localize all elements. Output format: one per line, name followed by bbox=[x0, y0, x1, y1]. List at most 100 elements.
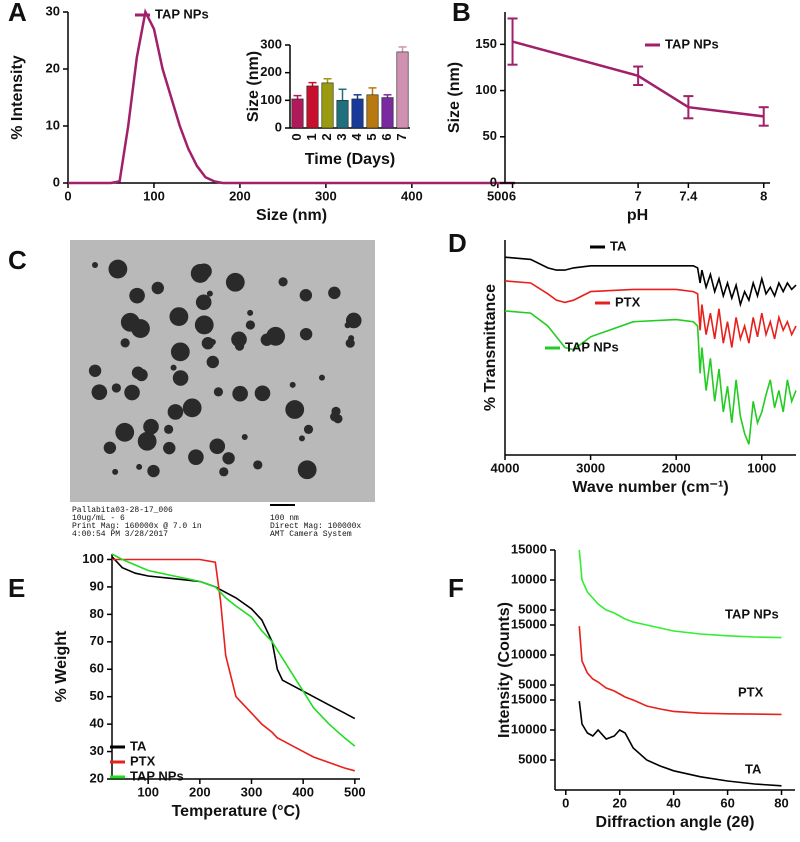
y-tick-label: 10000 bbox=[511, 646, 547, 661]
data-line bbox=[504, 256, 797, 308]
y-axis-label: % Intensity bbox=[9, 55, 26, 140]
legend-label: PTX bbox=[615, 294, 641, 309]
particle bbox=[190, 264, 210, 283]
y-axis-label: Size (nm) bbox=[446, 62, 463, 133]
legend-label: TAP NPs bbox=[155, 6, 209, 21]
y-axis-label: % Weight bbox=[53, 630, 70, 702]
particle bbox=[88, 364, 102, 377]
panel-label: E bbox=[8, 573, 25, 603]
x-tick-label: 100 bbox=[143, 188, 165, 203]
y-tick-label: 90 bbox=[90, 578, 104, 593]
particle bbox=[195, 294, 212, 311]
y-tick-label: 100 bbox=[82, 551, 104, 566]
particle bbox=[131, 319, 150, 338]
particle bbox=[333, 414, 343, 424]
bar bbox=[306, 85, 319, 129]
particle bbox=[247, 309, 254, 316]
particle bbox=[201, 337, 215, 350]
y-tick-label: 15000 bbox=[511, 691, 547, 706]
particle bbox=[328, 286, 341, 300]
caption-text: 100 nm bbox=[270, 514, 299, 523]
particle bbox=[289, 381, 296, 388]
x-tick-label: 7 bbox=[635, 188, 642, 203]
panel-label: B bbox=[452, 0, 471, 27]
data-line bbox=[111, 556, 356, 720]
particle bbox=[299, 289, 313, 302]
x-tick-label: 2000 bbox=[662, 460, 691, 475]
legend-label: TAP NPs bbox=[565, 339, 619, 354]
particle bbox=[254, 385, 271, 402]
y-tick-label: 20 bbox=[46, 60, 60, 75]
particle bbox=[164, 424, 174, 434]
x-tick-label: 0 bbox=[64, 188, 71, 203]
particle bbox=[91, 384, 108, 400]
y-tick-label: 50 bbox=[90, 688, 104, 703]
particle bbox=[147, 464, 160, 478]
x-tick-label: 7.4 bbox=[679, 188, 698, 203]
legend-label: TAP NPs bbox=[725, 606, 779, 621]
x-axis-label: pH bbox=[627, 207, 648, 224]
particle bbox=[303, 424, 314, 434]
tem-image bbox=[70, 240, 375, 506]
data-line bbox=[68, 8, 515, 185]
x-tick-label: 60 bbox=[720, 795, 734, 810]
y-tick-label: 50 bbox=[483, 128, 497, 143]
caption-text: 4:00:54 PM 3/28/2017 bbox=[72, 530, 168, 539]
x-tick-label: 1000 bbox=[747, 460, 776, 475]
particle bbox=[172, 370, 189, 386]
particle bbox=[318, 374, 325, 381]
particle bbox=[92, 262, 98, 268]
x-tick-label: 3000 bbox=[576, 460, 605, 475]
y-tick-label: 15000 bbox=[511, 616, 547, 631]
particle bbox=[115, 422, 135, 442]
y-tick-label: 60 bbox=[90, 661, 104, 676]
y-tick-label: 5000 bbox=[518, 601, 547, 616]
legend-label: TAP NPs bbox=[665, 36, 719, 51]
particle bbox=[241, 434, 248, 441]
data-line bbox=[112, 558, 356, 772]
particle bbox=[177, 314, 184, 321]
y-axis-label: % Transmittance bbox=[482, 284, 499, 411]
particle bbox=[182, 398, 202, 418]
x-tick-label: 7 bbox=[394, 133, 409, 140]
particle bbox=[143, 418, 159, 435]
y-tick-label: 40 bbox=[90, 716, 104, 731]
y-tick-label: 80 bbox=[90, 606, 104, 621]
particle bbox=[135, 368, 148, 382]
y-tick-label: 15000 bbox=[511, 541, 547, 556]
particles bbox=[88, 259, 362, 480]
legend-label: TA bbox=[130, 738, 147, 753]
y-tick-label: 300 bbox=[260, 36, 282, 51]
particle bbox=[213, 387, 224, 397]
x-tick-label: 200 bbox=[229, 188, 251, 203]
x-tick-label: 1 bbox=[304, 133, 319, 140]
particle bbox=[194, 315, 214, 335]
particle bbox=[231, 331, 247, 348]
legend-label: TAP NPs bbox=[130, 768, 184, 783]
x-tick-label: 6 bbox=[509, 188, 516, 203]
y-tick-label: 30 bbox=[46, 3, 60, 18]
particle bbox=[285, 400, 305, 419]
particle bbox=[253, 460, 263, 470]
particle bbox=[206, 355, 220, 369]
caption-text: AMT Camera System bbox=[270, 530, 352, 539]
particle bbox=[111, 383, 121, 393]
particle bbox=[331, 406, 341, 416]
particle bbox=[129, 287, 145, 304]
x-tick-label: 2 bbox=[319, 133, 334, 140]
x-axis-label: Size (nm) bbox=[256, 207, 327, 224]
y-axis-label: Size (nm) bbox=[245, 51, 262, 122]
y-tick-label: 100 bbox=[260, 92, 282, 107]
y-tick-label: 150 bbox=[475, 36, 497, 51]
particle bbox=[108, 259, 128, 279]
x-tick-label: 4 bbox=[349, 133, 364, 141]
x-tick-label: 20 bbox=[612, 795, 626, 810]
y-tick-label: 0 bbox=[490, 174, 497, 189]
y-tick-label: 10000 bbox=[511, 571, 547, 586]
particle bbox=[188, 449, 204, 465]
x-tick-label: 5 bbox=[364, 133, 379, 140]
data-line bbox=[578, 549, 782, 639]
caption-text: Print Mag: 160000x @ 7.0 in bbox=[72, 522, 202, 531]
particle bbox=[137, 431, 157, 451]
x-tick-label: 300 bbox=[315, 188, 337, 203]
